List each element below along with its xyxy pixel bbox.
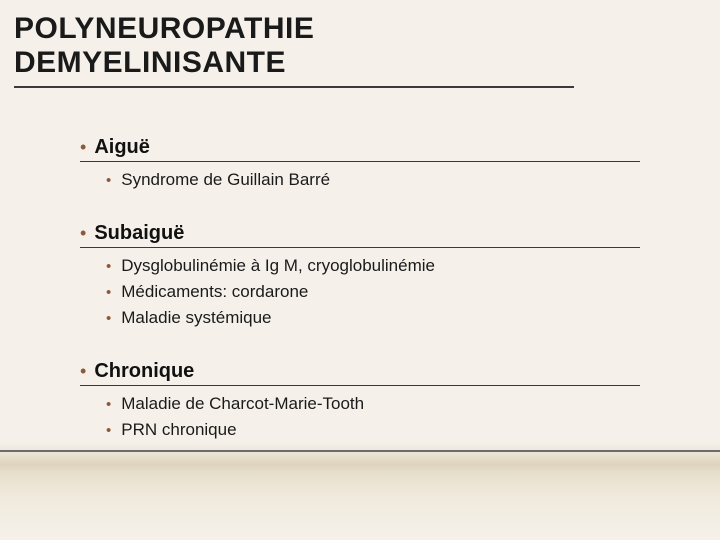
bullet-icon: • — [106, 285, 111, 300]
section-items: • Dysglobulinémie à Ig M, cryoglobuliném… — [106, 256, 706, 328]
bullet-icon: • — [106, 259, 111, 274]
section-header: • Aiguë — [80, 136, 640, 162]
section-chronique: • Chronique • Maladie de Charcot-Marie-T… — [80, 360, 706, 440]
bullet-icon: • — [106, 311, 111, 326]
list-item: • Syndrome de Guillain Barré — [106, 170, 706, 190]
sections-container: • Aiguë • Syndrome de Guillain Barré • S… — [80, 136, 706, 440]
section-header: • Chronique — [80, 360, 640, 386]
list-item: • Maladie de Charcot-Marie-Tooth — [106, 394, 706, 414]
section-items: • Maladie de Charcot-Marie-Tooth • PRN c… — [106, 394, 706, 440]
list-item: • Dysglobulinémie à Ig M, cryoglobuliném… — [106, 256, 706, 276]
item-text: Médicaments: cordarone — [121, 282, 308, 302]
section-label: Chronique — [94, 360, 194, 383]
item-text: Syndrome de Guillain Barré — [121, 170, 330, 190]
slide-content: POLYNEUROPATHIE DEMYELINISANTE • Aiguë •… — [0, 0, 720, 484]
bullet-icon: • — [106, 173, 111, 188]
bullet-icon: • — [80, 138, 86, 156]
item-text: Dysglobulinémie à Ig M, cryoglobulinémie — [121, 256, 435, 276]
item-text: PRN chronique — [121, 420, 236, 440]
section-label: Subaiguë — [94, 222, 184, 245]
section-header: • Subaiguë — [80, 222, 640, 248]
section-label: Aiguë — [94, 136, 150, 159]
item-text: Maladie de Charcot-Marie-Tooth — [121, 394, 364, 414]
list-item: • PRN chronique — [106, 420, 706, 440]
item-text: Maladie systémique — [121, 308, 271, 328]
bullet-icon: • — [106, 397, 111, 412]
list-item: • Médicaments: cordarone — [106, 282, 706, 302]
section-subaigue: • Subaiguë • Dysglobulinémie à Ig M, cry… — [80, 222, 706, 328]
list-item: • Maladie systémique — [106, 308, 706, 328]
bullet-icon: • — [80, 362, 86, 380]
slide-title: POLYNEUROPATHIE DEMYELINISANTE — [14, 12, 574, 88]
section-aigue: • Aiguë • Syndrome de Guillain Barré — [80, 136, 706, 190]
bullet-icon: • — [106, 423, 111, 438]
bullet-icon: • — [80, 224, 86, 242]
section-items: • Syndrome de Guillain Barré — [106, 170, 706, 190]
